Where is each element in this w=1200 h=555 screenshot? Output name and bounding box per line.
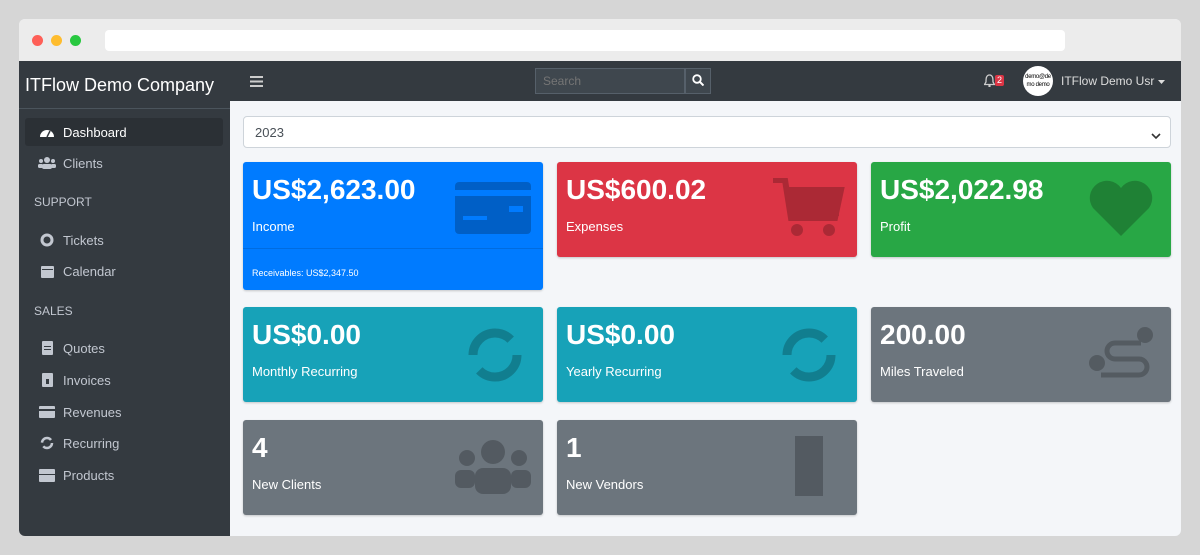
sidebar-item-clients[interactable]: Clients (25, 149, 223, 177)
top-navbar: 2 demo@demo demo ITFlow Demo Usr (230, 61, 1181, 101)
file-icon (37, 341, 57, 355)
users-icon (455, 440, 531, 494)
minimize-dot[interactable] (51, 35, 62, 46)
sidebar-item-calendar[interactable]: Calendar (25, 257, 223, 285)
route-icon (1089, 327, 1153, 378)
maximize-dot[interactable] (70, 35, 81, 46)
sales-header: SALES (34, 304, 73, 318)
expenses-card[interactable]: US$600.02 Expenses (557, 162, 857, 257)
bell-icon[interactable] (983, 74, 996, 92)
credit-card-icon (37, 406, 57, 418)
support-header: SUPPORT (34, 195, 92, 209)
search-input[interactable] (535, 68, 685, 94)
new-clients-card[interactable]: 4 New Clients (243, 420, 543, 515)
search-button[interactable] (685, 68, 711, 94)
sidebar-item-products[interactable]: Products (25, 461, 223, 489)
browser-chrome (19, 19, 1181, 61)
yearly-recurring-card[interactable]: US$0.00 Yearly Recurring (557, 307, 857, 402)
profit-card[interactable]: US$2,022.98 Profit (871, 162, 1171, 257)
box-icon (37, 468, 57, 482)
heart-icon (1089, 180, 1153, 236)
sync-icon (37, 436, 57, 450)
avatar[interactable]: demo@demo demo (1023, 66, 1053, 96)
user-menu[interactable]: ITFlow Demo Usr (1061, 74, 1165, 88)
search-form (535, 68, 711, 94)
shopping-cart-icon (773, 178, 845, 236)
sidebar-item-revenues[interactable]: Revenues (25, 398, 223, 426)
sidebar: ITFlow Demo Company Dashboard Clients SU… (19, 61, 230, 536)
sync-icon (782, 328, 836, 382)
tachometer-icon (37, 126, 57, 138)
brand[interactable]: ITFlow Demo Company (19, 61, 230, 109)
year-select[interactable]: 2023 (243, 116, 1171, 148)
search-icon (692, 73, 705, 89)
sidebar-item-recurring[interactable]: Recurring (25, 429, 223, 457)
sidebar-item-tickets[interactable]: Tickets (25, 226, 223, 254)
address-bar[interactable] (105, 30, 1065, 51)
miles-traveled-card[interactable]: 200.00 Miles Traveled (871, 307, 1171, 402)
sidebar-item-dashboard[interactable]: Dashboard (25, 118, 223, 146)
sidebar-item-invoices[interactable]: Invoices (25, 366, 223, 394)
menu-toggle-icon[interactable] (250, 74, 263, 92)
chevron-down-icon (1151, 128, 1161, 143)
invoice-icon (37, 373, 57, 387)
sync-icon (468, 328, 522, 382)
monthly-recurring-card[interactable]: US$0.00 Monthly Recurring (243, 307, 543, 402)
browser-window: ITFlow Demo Company Dashboard Clients SU… (19, 19, 1181, 536)
sidebar-item-quotes[interactable]: Quotes (25, 334, 223, 362)
receivables: Receivables: US$2,347.50 (252, 268, 359, 278)
building-icon (795, 436, 823, 496)
calendar-icon (37, 264, 57, 278)
close-dot[interactable] (32, 35, 43, 46)
users-icon (37, 157, 57, 169)
new-vendors-card[interactable]: 1 New Vendors (557, 420, 857, 515)
caret-down-icon (1157, 80, 1165, 84)
notification-badge: 2 (995, 75, 1005, 86)
income-card[interactable]: US$2,623.00 Income Receivables: US$2,347.5… (243, 162, 543, 290)
credit-card-icon (455, 182, 531, 234)
life-ring-icon (37, 233, 57, 247)
